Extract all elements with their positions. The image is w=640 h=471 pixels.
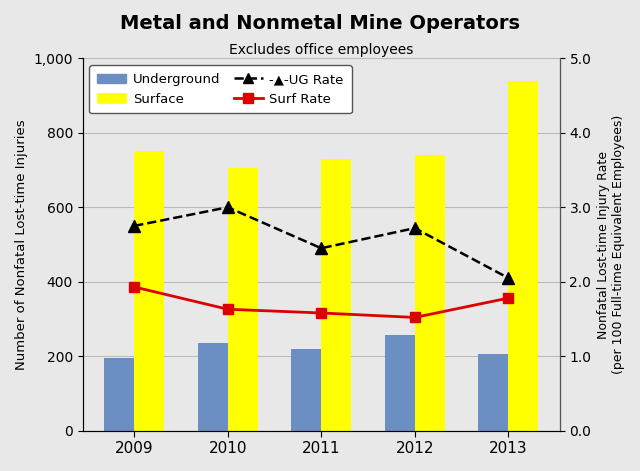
Bar <box>228 168 258 430</box>
Bar <box>291 349 321 430</box>
Bar <box>478 354 508 430</box>
Text: Metal and Nonmetal Mine Operators: Metal and Nonmetal Mine Operators <box>120 14 520 33</box>
Bar <box>385 334 415 430</box>
Bar <box>508 81 538 430</box>
Title: Excludes office employees: Excludes office employees <box>229 43 413 57</box>
Bar <box>198 343 228 430</box>
Bar <box>321 159 351 430</box>
Y-axis label: Number of Nonfatal Lost-time Injuries: Number of Nonfatal Lost-time Injuries <box>15 119 28 370</box>
Legend: Underground, Surface, -▲-UG Rate, Surf Rate: Underground, Surface, -▲-UG Rate, Surf R… <box>90 65 351 114</box>
Bar <box>415 155 445 430</box>
Bar <box>134 152 164 430</box>
Bar <box>104 358 134 430</box>
Y-axis label: Nonfatal Lost-time Injury Rate
(per 100 Full-time Equivalent Employees): Nonfatal Lost-time Injury Rate (per 100 … <box>597 115 625 374</box>
